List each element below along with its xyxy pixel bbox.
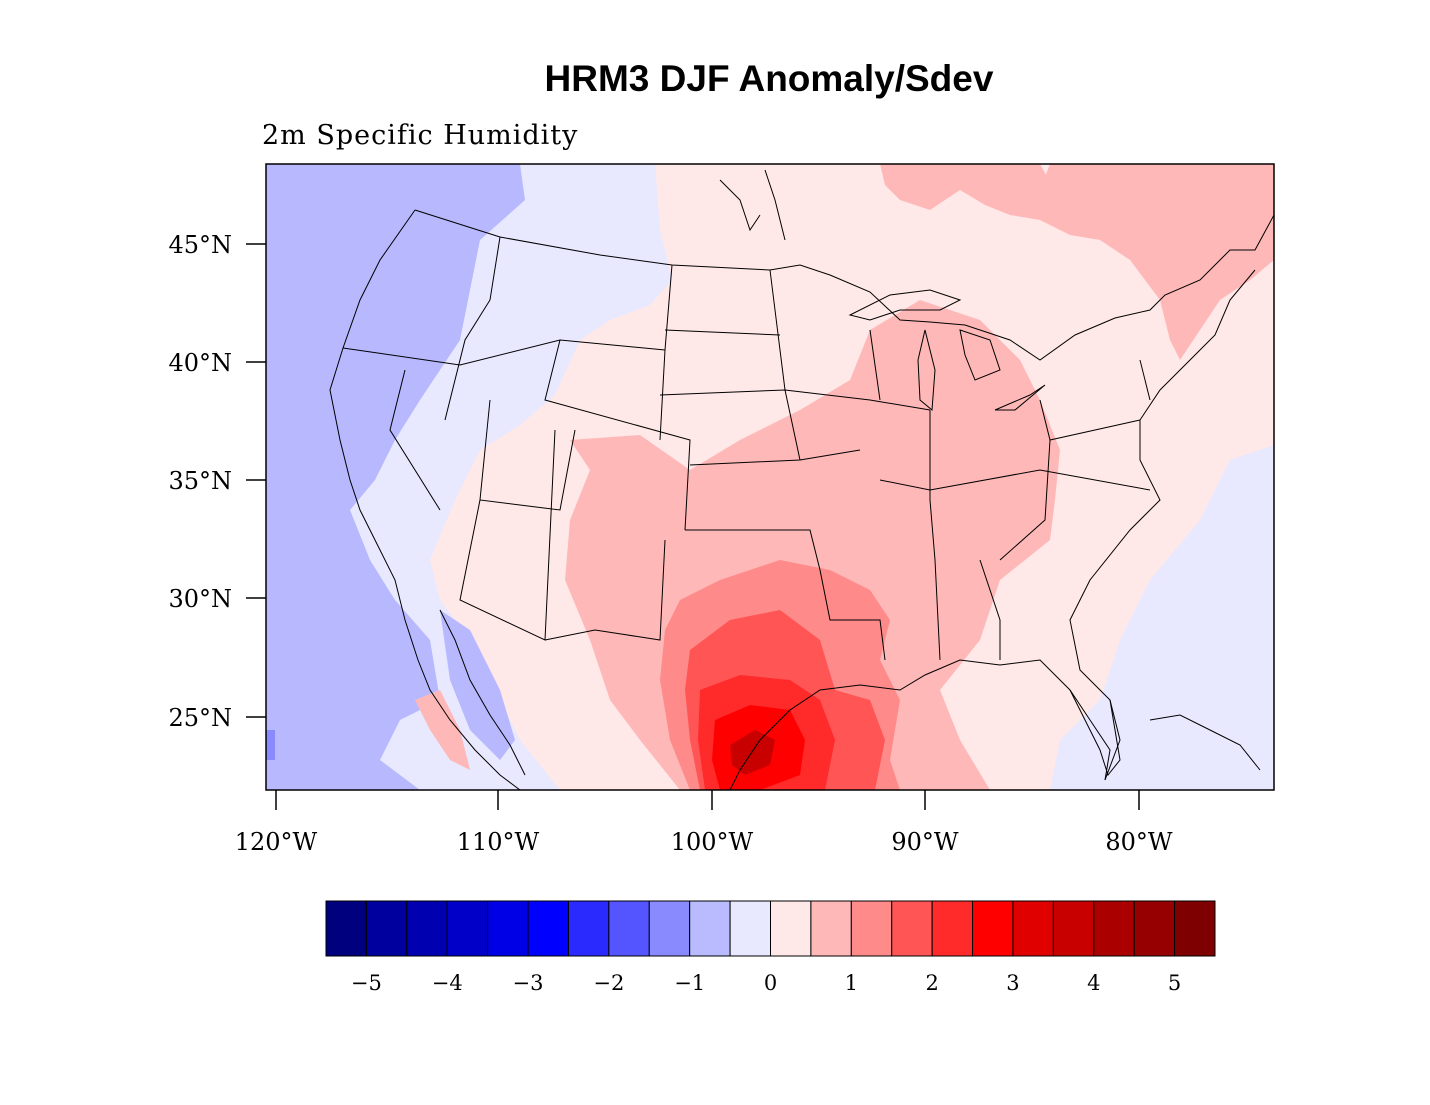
coast-gulf bbox=[729, 659, 1111, 790]
lon-tick-label: 120°W bbox=[235, 828, 318, 856]
colorbar-swatch bbox=[891, 900, 933, 957]
field-northeast-red-2 bbox=[1010, 164, 1274, 360]
colorbar-label: 3 bbox=[1006, 971, 1019, 995]
field-west-blue bbox=[266, 164, 525, 790]
colorbar-swatch bbox=[325, 900, 367, 957]
field-northeast-red bbox=[880, 164, 1060, 215]
colorbar-swatch bbox=[1133, 900, 1176, 957]
field-west-blue-strip bbox=[266, 730, 275, 760]
colorbar-swatch bbox=[1174, 900, 1216, 957]
latitude-axis: 45°N 40°N 35°N 30°N 25°N bbox=[168, 231, 266, 732]
colorbar-label: −5 bbox=[351, 971, 382, 995]
map-title: HRM3 DJF Anomaly/Sdev bbox=[544, 58, 994, 99]
lake-erie bbox=[994, 384, 1046, 411]
colorbar-swatch bbox=[729, 900, 771, 957]
colorbar-swatch bbox=[810, 900, 852, 957]
colorbar-label: 5 bbox=[1168, 971, 1181, 995]
lon-tick-label: 90°W bbox=[891, 828, 959, 856]
colorbar-label: −3 bbox=[513, 971, 544, 995]
lat-tick-label: 45°N bbox=[168, 231, 232, 259]
colorbar-swatch bbox=[1012, 900, 1054, 957]
colorbar-swatch bbox=[972, 900, 1014, 957]
lat-tick-label: 35°N bbox=[168, 467, 232, 495]
colorbar-label: −1 bbox=[674, 971, 705, 995]
colorbar-swatch bbox=[1093, 900, 1135, 957]
lat-tick-label: 30°N bbox=[168, 585, 232, 613]
field-south-red-6 bbox=[730, 730, 775, 775]
lon-tick-label: 100°W bbox=[671, 828, 754, 856]
anomaly-field bbox=[266, 164, 1274, 790]
colorbar-swatch bbox=[487, 900, 529, 957]
border-canada bbox=[414, 209, 1274, 361]
colorbar-swatch bbox=[689, 900, 731, 957]
colorbar-label: 2 bbox=[925, 971, 938, 995]
colorbar-label: 0 bbox=[764, 971, 777, 995]
florida bbox=[1069, 689, 1121, 777]
colorbar-label: −4 bbox=[432, 971, 463, 995]
map-boundaries bbox=[329, 169, 1274, 790]
colorbar-swatch bbox=[931, 900, 974, 957]
colorbar-swatch bbox=[406, 900, 448, 957]
colorbar-swatch bbox=[1052, 900, 1095, 957]
lon-tick-label: 80°W bbox=[1105, 828, 1173, 856]
colorbar-swatch bbox=[770, 900, 812, 957]
coast-west bbox=[329, 209, 521, 790]
colorbar-swatch bbox=[850, 900, 893, 957]
colorbar-swatch bbox=[527, 900, 569, 957]
lat-tick-label: 25°N bbox=[168, 704, 232, 732]
lon-tick-label: 110°W bbox=[457, 828, 540, 856]
colorbar-swatch bbox=[648, 900, 691, 957]
map-subtitle: 2m Specific Humidity bbox=[262, 120, 579, 151]
lat-tick-label: 40°N bbox=[168, 349, 232, 377]
lake-superior bbox=[848, 289, 962, 321]
field-mexico-red bbox=[415, 690, 470, 770]
longitude-axis: 120°W 110°W 100°W 90°W 80°W bbox=[235, 790, 1173, 856]
colorbar-swatch bbox=[567, 900, 610, 957]
colorbar-label: 4 bbox=[1087, 971, 1100, 995]
lake-huron bbox=[959, 329, 1001, 381]
field-baja-blue bbox=[440, 610, 515, 760]
colorbar-swatch bbox=[365, 900, 408, 957]
colorbar-swatch bbox=[608, 900, 650, 957]
coast-baja bbox=[439, 609, 526, 776]
colorbar-label: 1 bbox=[845, 971, 858, 995]
colorbar-label: −2 bbox=[593, 971, 624, 995]
map-frame bbox=[265, 163, 1275, 791]
colorbar: −5 −4 −3 −2 −1 0 1 2 3 4 5 bbox=[325, 900, 1216, 995]
colorbar-swatch bbox=[446, 900, 489, 957]
field-atlantic-pale-blue bbox=[1050, 445, 1274, 790]
coast-east bbox=[1069, 269, 1256, 781]
cuba bbox=[1149, 714, 1261, 771]
lake-michigan bbox=[917, 329, 936, 412]
